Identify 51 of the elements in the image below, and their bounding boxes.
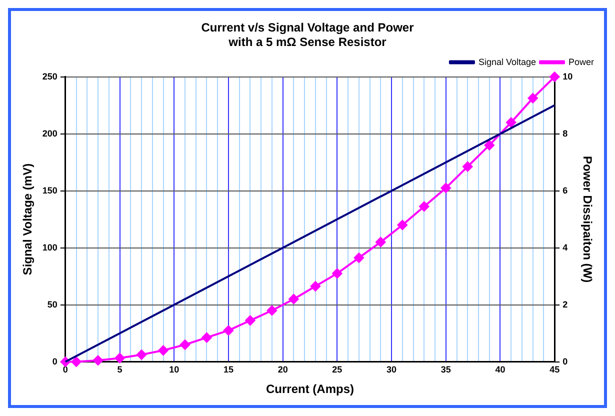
y-tick-label: 250 bbox=[42, 71, 58, 82]
x-tick-label: 30 bbox=[386, 364, 397, 375]
x-axis-title: Current (Amps) bbox=[266, 382, 354, 396]
y-tick-label: 200 bbox=[42, 128, 58, 138]
x-tick-label: 15 bbox=[223, 364, 234, 375]
point bbox=[114, 353, 125, 364]
point bbox=[462, 162, 473, 172]
x-tick-label: 10 bbox=[169, 364, 180, 375]
x-tick-label: 20 bbox=[278, 364, 288, 375]
point bbox=[528, 93, 538, 104]
y2-tick-label: 10 bbox=[562, 71, 573, 82]
y2-axis-title: Power Dissipaiton (W) bbox=[580, 156, 594, 283]
y2-tick-label: 4 bbox=[562, 242, 568, 252]
x-tick-label: 5 bbox=[117, 364, 122, 375]
y2-tick-label: 2 bbox=[562, 299, 568, 310]
y-tick-label: 150 bbox=[42, 185, 58, 196]
point bbox=[288, 294, 299, 304]
y2-tick-label: 0 bbox=[562, 356, 568, 366]
point bbox=[245, 315, 256, 326]
y-axis-title: Signal Voltage (mV) bbox=[20, 163, 35, 276]
point bbox=[506, 117, 516, 128]
x-tick-label: 0 bbox=[62, 364, 68, 375]
point bbox=[202, 332, 212, 343]
x-tick-label: 35 bbox=[440, 364, 451, 375]
point bbox=[332, 268, 342, 278]
point bbox=[180, 340, 190, 350]
point bbox=[397, 220, 408, 230]
x-tick-label: 25 bbox=[332, 364, 342, 375]
y2-tick-label: 6 bbox=[562, 185, 568, 196]
y-tick-label: 50 bbox=[47, 299, 58, 310]
point bbox=[376, 237, 386, 248]
point bbox=[550, 72, 560, 82]
y-tick-label: 100 bbox=[42, 242, 58, 252]
chart-title: Current v/s Signal Voltage and Power with a 5 mΩ Sense Resistor bbox=[201, 20, 414, 49]
point bbox=[223, 325, 234, 336]
point bbox=[310, 281, 320, 292]
point bbox=[71, 356, 82, 367]
y-tick-label: 0 bbox=[52, 356, 58, 366]
point bbox=[158, 345, 168, 356]
point bbox=[266, 306, 277, 316]
point bbox=[484, 140, 494, 150]
point bbox=[440, 182, 451, 193]
y2-tick-label: 8 bbox=[562, 128, 568, 138]
point bbox=[419, 201, 430, 212]
point bbox=[136, 350, 147, 360]
legend-label: Signal Voltage bbox=[478, 56, 536, 67]
point bbox=[93, 355, 104, 366]
legend-label: Power bbox=[568, 56, 594, 67]
x-tick-label: 45 bbox=[550, 364, 560, 375]
x-tick-label: 40 bbox=[495, 364, 506, 375]
point bbox=[354, 252, 364, 263]
